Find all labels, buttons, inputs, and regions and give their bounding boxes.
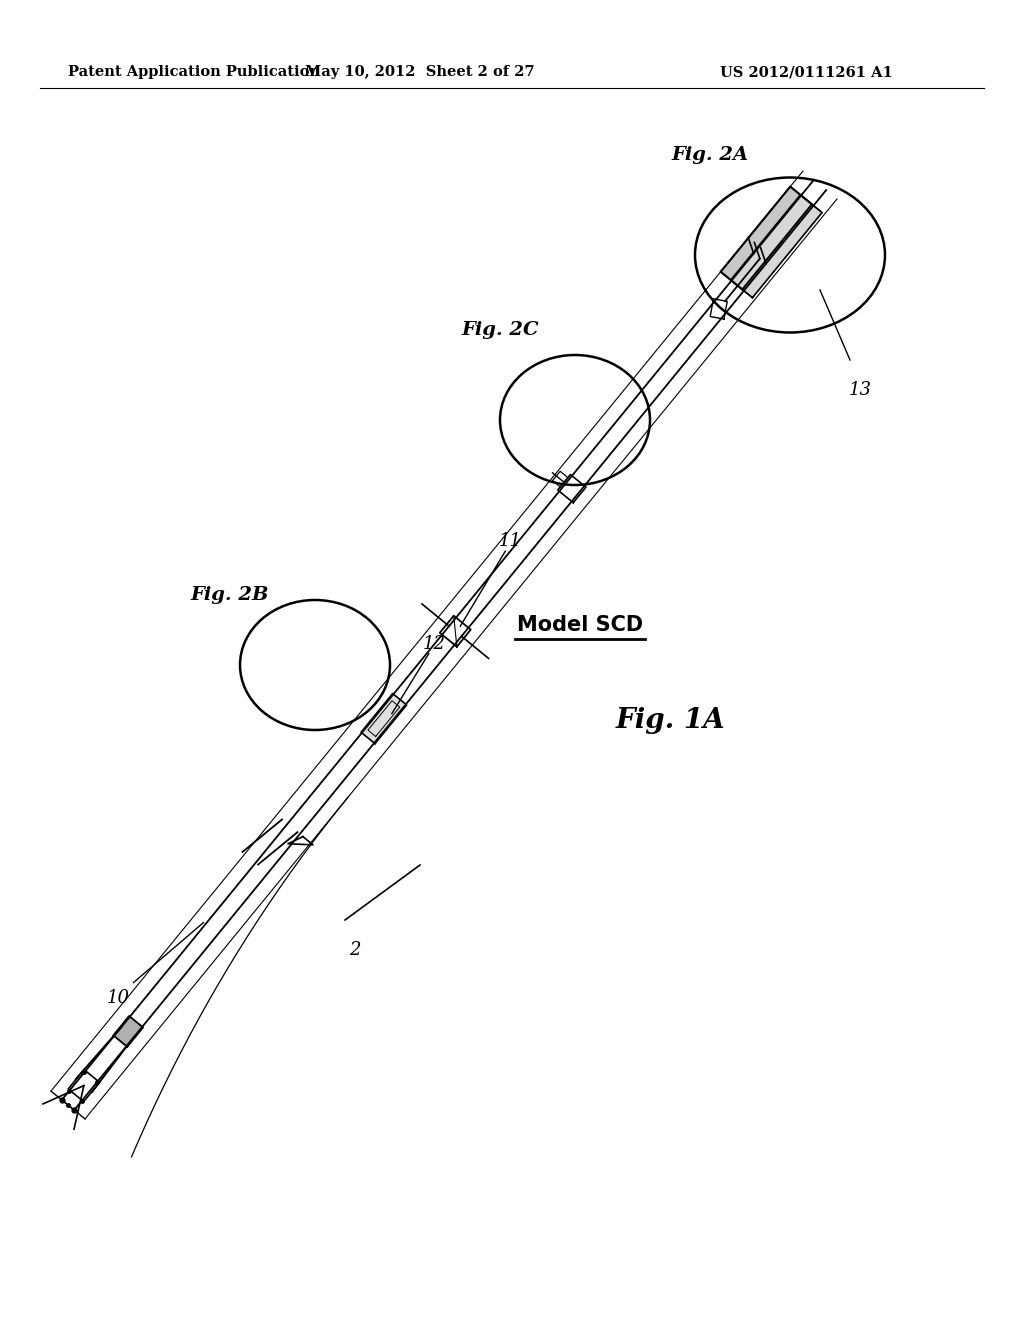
- Polygon shape: [361, 693, 407, 743]
- Text: Fig. 2C: Fig. 2C: [461, 321, 539, 339]
- Text: 2: 2: [349, 941, 360, 960]
- Text: Patent Application Publication: Patent Application Publication: [68, 65, 319, 79]
- Text: May 10, 2012  Sheet 2 of 27: May 10, 2012 Sheet 2 of 27: [305, 65, 535, 79]
- Text: US 2012/0111261 A1: US 2012/0111261 A1: [720, 65, 893, 79]
- Polygon shape: [731, 195, 822, 298]
- Text: Fig. 2B: Fig. 2B: [190, 586, 269, 605]
- Text: Model SCD: Model SCD: [517, 615, 643, 635]
- Text: 11: 11: [499, 532, 522, 550]
- Text: 13: 13: [849, 381, 871, 399]
- Polygon shape: [114, 1016, 143, 1047]
- Text: Fig. 2A: Fig. 2A: [672, 147, 749, 164]
- Text: 12: 12: [422, 635, 445, 652]
- Text: Fig. 1A: Fig. 1A: [615, 706, 725, 734]
- Text: 10: 10: [106, 989, 130, 1007]
- Polygon shape: [721, 186, 812, 289]
